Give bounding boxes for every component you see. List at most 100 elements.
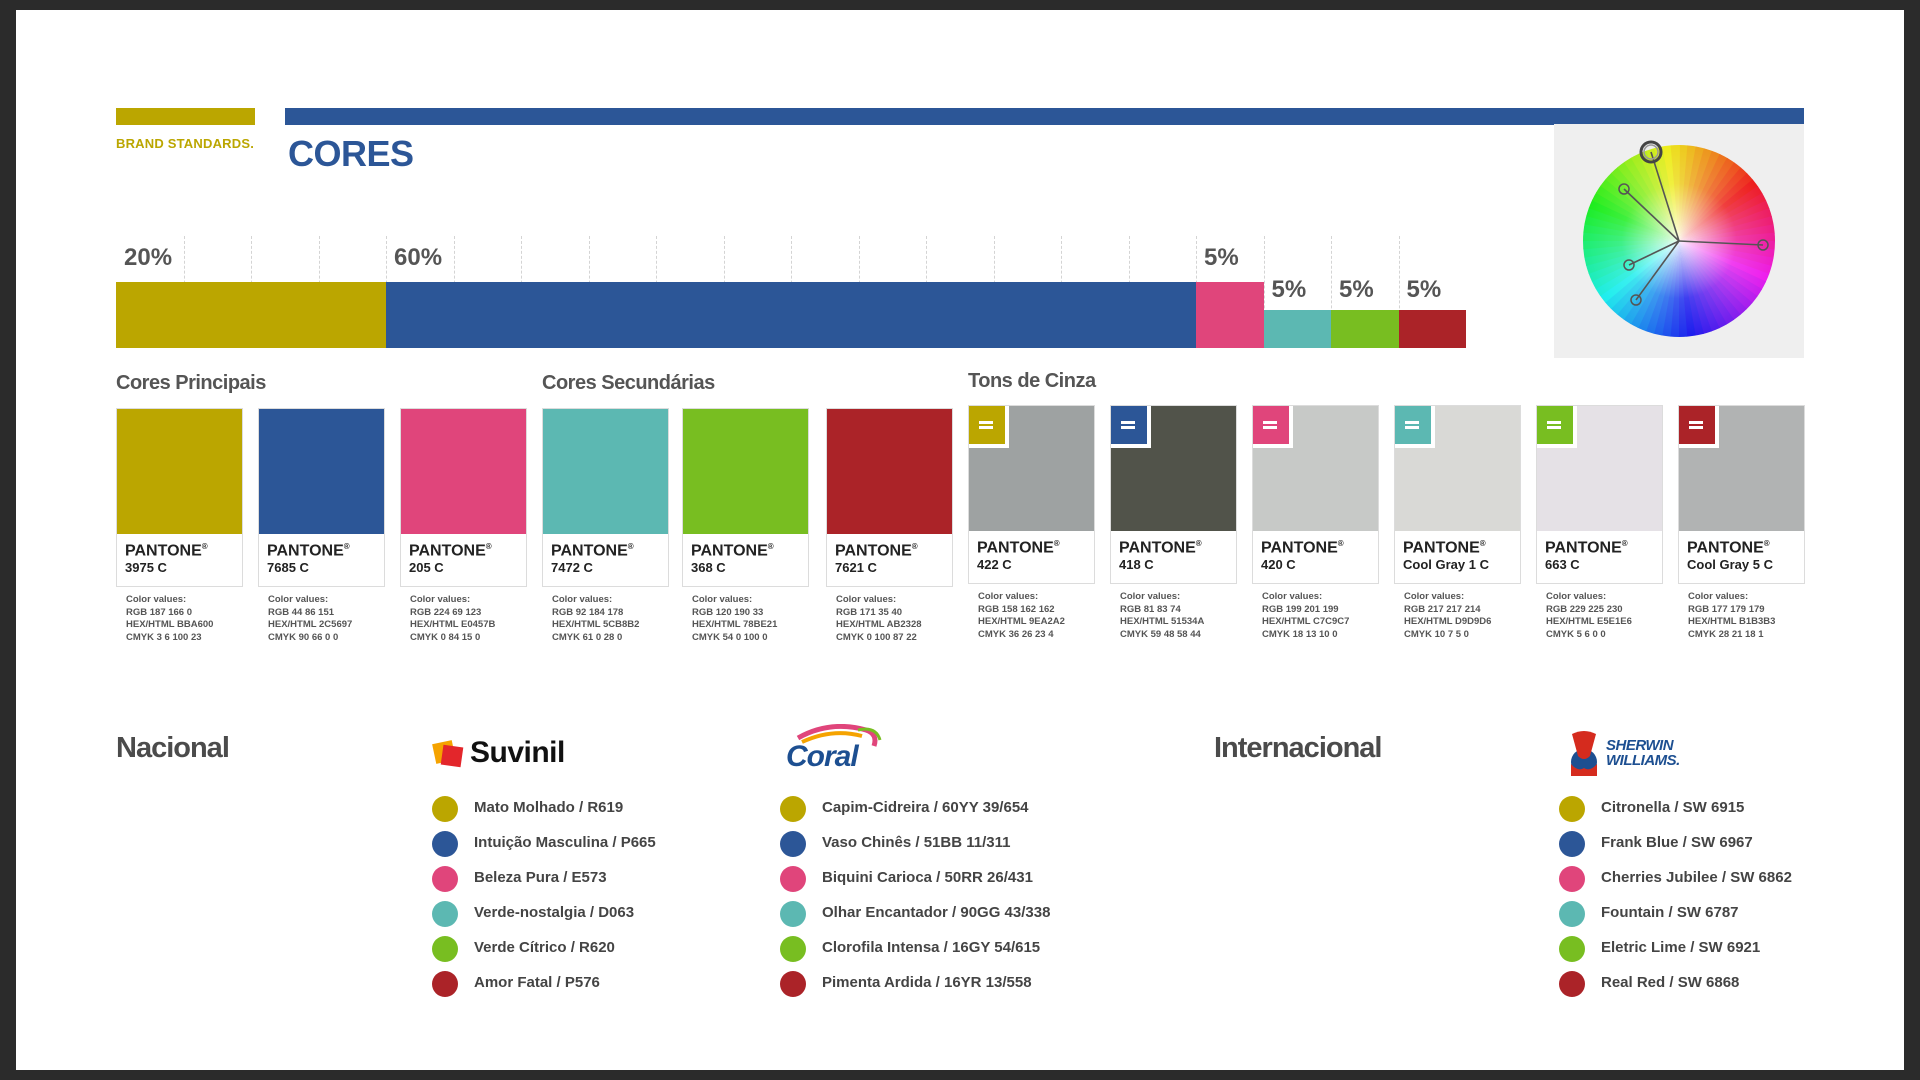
pantone-label: PANTONE® [409, 542, 492, 560]
sherwin-logo-line1: SHERWIN [1606, 737, 1674, 754]
swatch-color-fill [401, 409, 526, 534]
pantone-label: PANTONE® [1119, 539, 1202, 557]
section-title-principais: Cores Principais [116, 372, 266, 394]
color-name: Verde-nostalgia / D063 [474, 904, 635, 921]
pantone-code: 420 C [1261, 557, 1296, 573]
coral-logo-text: Coral [786, 740, 859, 773]
color-values: Color values: RGB 217 217 214 HEX/HTML D9D… [1404, 591, 1492, 640]
proportion-segment [1331, 310, 1399, 348]
swatch-color-fill [117, 409, 242, 534]
color-dot-icon [432, 936, 458, 962]
color-dot-icon [1559, 971, 1585, 997]
color-values: Color values: RGB 120 190 33 HEX/HTML 78BE… [692, 594, 778, 643]
gray-swatch-card: PANTONE® 422 C [968, 405, 1095, 584]
equal-icon [1679, 406, 1719, 448]
swatch-color-fill [1253, 406, 1378, 531]
color-name: Beleza Pura / E573 [474, 869, 607, 886]
color-values: Color values: RGB 81 83 74 HEX/HTML 51534A… [1120, 591, 1205, 640]
gray-swatch-card: PANTONE® Cool Gray 5 C [1678, 405, 1805, 584]
header-accent-bar-left [116, 108, 255, 125]
equal-icon [969, 406, 1009, 448]
swatch-color-fill [969, 406, 1094, 531]
gray-swatch-card: PANTONE® Cool Gray 1 C [1394, 405, 1521, 584]
pantone-code: 418 C [1119, 557, 1154, 573]
color-values: Color values: RGB 177 179 179 HEX/HTML B1B… [1688, 591, 1776, 640]
color-swatch-card: PANTONE® 7621 C [826, 408, 953, 587]
color-values: Color values: RGB 224 69 123 HEX/HTML E045… [410, 594, 496, 643]
pantone-label: PANTONE® [125, 542, 208, 560]
pantone-code: Cool Gray 1 C [1403, 557, 1489, 573]
color-swatch-card: PANTONE® 7472 C [542, 408, 669, 587]
pantone-label: PANTONE® [691, 542, 774, 560]
swatch-color-fill [259, 409, 384, 534]
proportion-guide-line [1331, 236, 1332, 348]
color-values: Color values: RGB 44 86 151 HEX/HTML 2C569… [268, 594, 353, 643]
color-name: Olhar Encantador / 90GG 43/338 [822, 904, 1051, 921]
color-name: Verde Cítrico / R620 [474, 939, 615, 956]
suvinil-logo-text: Suvinil [470, 736, 565, 769]
color-name: Capim-Cidreira / 60YY 39/654 [822, 799, 1029, 816]
color-swatch-card: PANTONE® 3975 C [116, 408, 243, 587]
pantone-label: PANTONE® [1261, 539, 1344, 557]
coral-logo: Coral [778, 724, 888, 776]
color-dot-icon [1559, 936, 1585, 962]
color-dot-icon [1559, 901, 1585, 927]
pantone-code: 3975 C [125, 560, 167, 576]
color-dot-icon [1559, 866, 1585, 892]
pantone-label: PANTONE® [977, 539, 1060, 557]
color-name: Vaso Chinês / 51BB 11/311 [822, 834, 1011, 851]
pantone-label: PANTONE® [835, 542, 918, 560]
color-dot-icon [432, 901, 458, 927]
color-name: Biquini Carioca / 50RR 26/431 [822, 869, 1033, 886]
sherwin-williams-globe-icon [1571, 731, 1597, 776]
equal-icon [1537, 406, 1577, 448]
pantone-label: PANTONE® [1403, 539, 1486, 557]
pantone-code: 7685 C [267, 560, 309, 576]
page-title: CORES [288, 133, 414, 174]
region-nacional: Nacional [116, 732, 230, 764]
suvinil-logo-icon [432, 740, 464, 768]
color-swatch-card: PANTONE® 205 C [400, 408, 527, 587]
color-dot-icon [780, 831, 806, 857]
color-dot-icon [1559, 831, 1585, 857]
proportion-label: 5% [1406, 276, 1442, 303]
brand-standards-page: BRAND STANDARDS. CORES 20% 60% 5% 5% 5% 5% [16, 10, 1904, 1070]
color-name: Pimenta Ardida / 16YR 13/558 [822, 974, 1032, 991]
pantone-label: PANTONE® [267, 542, 350, 560]
section-title-secundarias: Cores Secundárias [542, 372, 715, 394]
proportion-label: 5% [1339, 276, 1374, 303]
equal-icon [1395, 406, 1435, 448]
pantone-code: 368 C [691, 560, 726, 576]
pantone-code: 205 C [409, 560, 444, 576]
swatch-color-fill [1395, 406, 1520, 531]
color-name: Eletric Lime / SW 6921 [1601, 939, 1761, 956]
color-name: Clorofila Intensa / 16GY 54/615 [822, 939, 1041, 956]
section-title-cinza: Tons de Cinza [968, 370, 1096, 392]
region-internacional: Internacional [1214, 732, 1382, 764]
color-name: Fountain / SW 6787 [1601, 904, 1739, 921]
color-values: Color values: RGB 199 201 199 HEX/HTML C7C… [1262, 591, 1350, 640]
proportion-guide-line [1398, 236, 1400, 348]
color-dot-icon [780, 936, 806, 962]
color-values: Color values: RGB 171 35 40 HEX/HTML AB232… [836, 594, 922, 643]
color-dot-icon [432, 971, 458, 997]
gray-swatch-card: PANTONE® 420 C [1252, 405, 1379, 584]
swatch-color-fill [543, 409, 668, 534]
pantone-code: 422 C [977, 557, 1012, 573]
proportion-guide-line [1263, 236, 1265, 348]
brand-standards-label: BRAND STANDARDS. [116, 136, 255, 151]
color-dot-icon [780, 866, 806, 892]
color-dot-icon [432, 831, 458, 857]
color-swatch-card: PANTONE® 7685 C [258, 408, 385, 587]
proportion-segment [116, 282, 386, 348]
sherwin-williams-logo: SHERWIN WILLIAMS. [1568, 728, 1698, 782]
swatch-color-fill [1679, 406, 1804, 531]
color-name: Cherries Jubilee / SW 6862 [1601, 869, 1792, 886]
pantone-label: PANTONE® [1545, 539, 1628, 557]
color-name: Intuição Masculina / P665 [474, 834, 656, 851]
gray-swatch-card: PANTONE® 418 C [1110, 405, 1237, 584]
pantone-code: 7621 C [835, 560, 877, 576]
proportion-label: 60% [394, 244, 443, 271]
color-name: Real Red / SW 6868 [1601, 974, 1740, 991]
color-wheel-icon [1583, 140, 1775, 337]
